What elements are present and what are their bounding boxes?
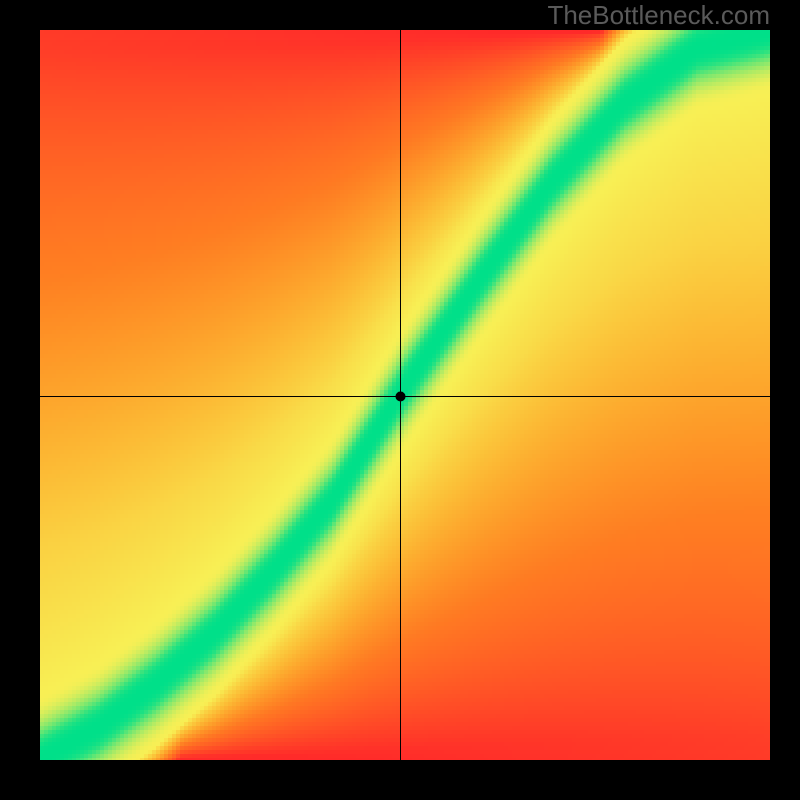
chart-container: TheBottleneck.com	[0, 0, 800, 800]
watermark-text: TheBottleneck.com	[547, 0, 770, 31]
bottleneck-heatmap	[40, 30, 770, 760]
